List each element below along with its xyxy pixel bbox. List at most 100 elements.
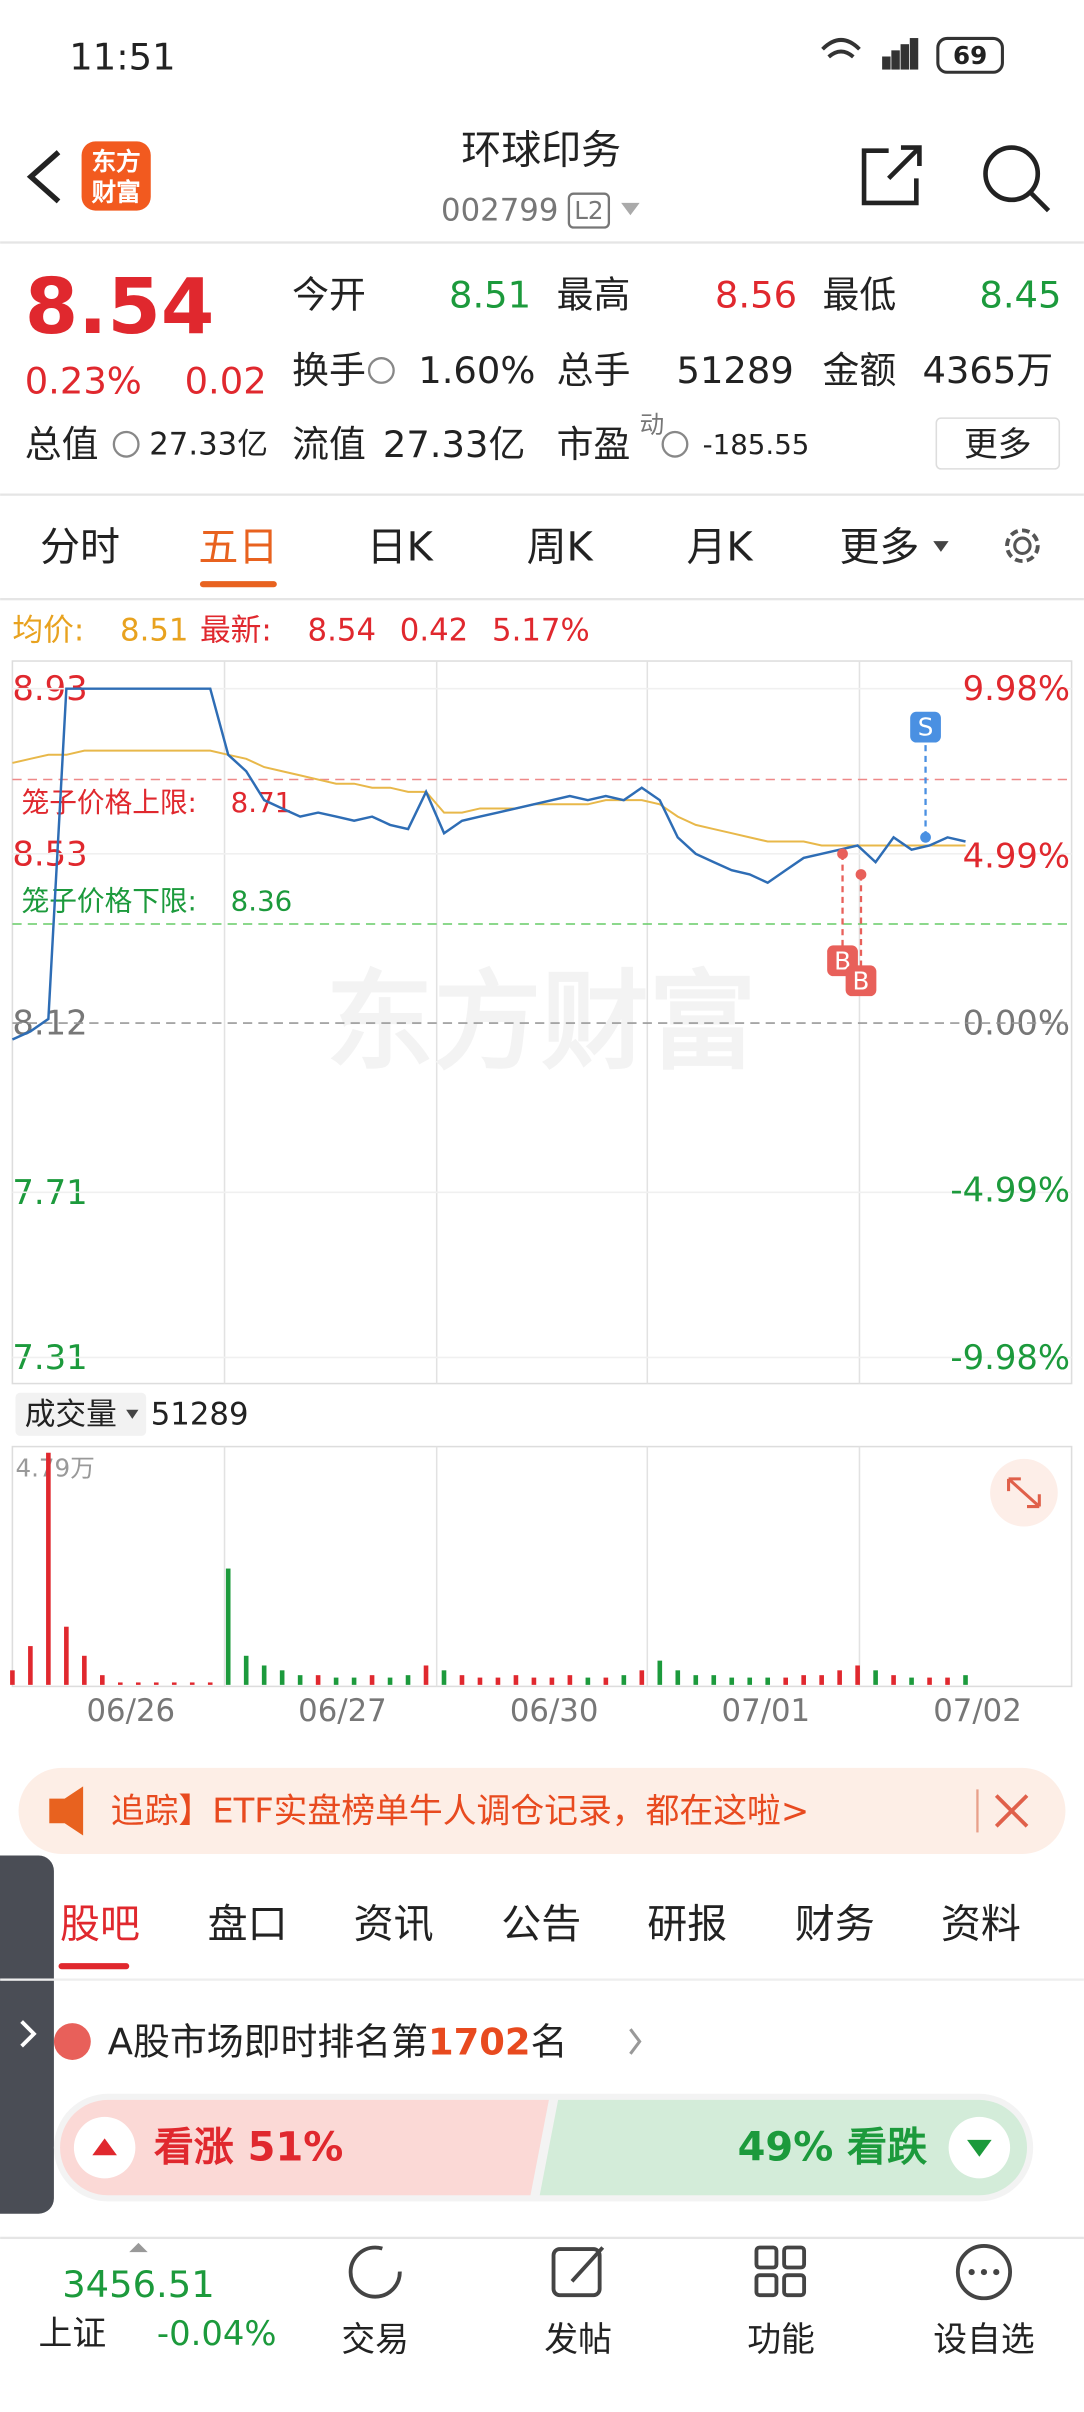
nav-label[interactable]: 交易	[341, 2320, 409, 2359]
tab[interactable]: 更多	[839, 524, 919, 570]
share-button[interactable]	[861, 145, 922, 206]
back-button[interactable]	[26, 150, 61, 204]
tab[interactable]: 五日	[198, 524, 278, 570]
banner[interactable]	[18, 1767, 1066, 1854]
volume-bar	[171, 1682, 177, 1685]
marker-label: B	[853, 966, 870, 995]
post-icon[interactable]	[551, 2247, 602, 2298]
signal-bar	[900, 44, 910, 70]
banner-close[interactable]	[994, 1794, 1029, 1828]
volume-bar	[423, 1665, 429, 1685]
volume-bar	[297, 1675, 303, 1685]
volume-bar	[441, 1670, 447, 1685]
pe-note: 动	[640, 410, 665, 439]
volume-bar	[82, 1655, 87, 1685]
volume-bar	[207, 1682, 213, 1685]
volume-bar	[117, 1682, 123, 1685]
upper-limit-value: 8.71	[231, 786, 293, 819]
settings-button[interactable]	[1005, 528, 1040, 564]
nav-label[interactable]: 功能	[747, 2320, 815, 2359]
volume-bar	[729, 1677, 735, 1685]
volume-label: 成交量	[25, 1396, 117, 1432]
volume-bar	[279, 1670, 285, 1685]
vote-up-bar[interactable]	[60, 2099, 549, 2196]
ranking-text[interactable]: A股市场即时排名第1702名	[108, 2020, 568, 2063]
volume-total: 51289	[151, 1396, 249, 1432]
level-badge: L2	[574, 196, 603, 225]
trade-marker	[855, 869, 867, 880]
banner-divider	[976, 1789, 979, 1833]
section-tab[interactable]: 盘口	[208, 1902, 288, 1948]
volume-bar	[945, 1677, 950, 1685]
volume-bar	[549, 1677, 555, 1685]
tab[interactable]: 月K	[686, 524, 754, 570]
volume-bar	[153, 1682, 159, 1685]
volume-bar	[459, 1675, 465, 1685]
tab[interactable]: 分时	[40, 524, 120, 570]
trade-icon[interactable]	[348, 2245, 402, 2299]
separator	[0, 1978, 1084, 1981]
section-tab[interactable]: 资料	[941, 1902, 1021, 1948]
func-icon-part	[782, 2273, 807, 2298]
separator	[0, 493, 1084, 496]
volume-bar	[567, 1675, 573, 1685]
marker-badge	[845, 965, 877, 997]
volume-bar	[873, 1670, 878, 1685]
volume-bar	[189, 1682, 195, 1685]
field-value: 27.33亿	[149, 426, 268, 462]
search-button[interactable]	[983, 145, 1041, 203]
change: 0.02	[185, 360, 267, 403]
more-button[interactable]	[935, 417, 1061, 470]
volume-bar	[225, 1568, 231, 1685]
field-label: 流值	[292, 423, 366, 466]
dropdown-arrow	[933, 541, 949, 552]
side-drawer[interactable]	[0, 1855, 54, 2214]
ranking-arrow[interactable]	[629, 2028, 642, 2055]
y2-tick-label: -4.99%	[950, 1171, 1070, 1210]
search-handle	[1028, 190, 1051, 213]
section-tab[interactable]: 研报	[647, 1902, 727, 1948]
watchlist-icon[interactable]	[955, 2244, 1013, 2301]
field-label: 金额	[823, 349, 897, 392]
up-triangle	[92, 2138, 117, 2156]
settings-center	[1013, 536, 1032, 555]
drawer-chevron	[20, 2020, 37, 2048]
index-change: -0.04%	[157, 2314, 277, 2353]
x-tick-label: 06/27	[298, 1693, 387, 1729]
section-tab[interactable]: 资讯	[354, 1902, 434, 1948]
lower-limit-label: 笼子价格下限:	[22, 884, 197, 917]
latest-value: 8.54	[308, 612, 376, 648]
section-tab[interactable]: 股吧	[60, 1902, 140, 1948]
field-label: 换手	[292, 349, 366, 392]
field-label: 市盈	[557, 423, 631, 466]
status-icons	[821, 36, 1004, 74]
volume-bar	[603, 1677, 609, 1685]
down-triangle	[967, 2139, 992, 2157]
price-line	[12, 749, 966, 847]
signal-bar	[891, 50, 900, 70]
banner-text[interactable]: 追踪】ETF实盘榜单牛人调仓记录，都在这啦>	[111, 1791, 809, 1830]
section-underline	[58, 1963, 130, 1970]
section-tab[interactable]: 公告	[501, 1902, 581, 1948]
field-value: 27.33亿	[383, 423, 525, 466]
volume-selector[interactable]	[15, 1392, 147, 1436]
field-value: 51289	[677, 349, 794, 392]
avg-value: 8.51	[120, 612, 188, 648]
nav-label[interactable]: 发帖	[544, 2320, 612, 2359]
field-label: 最低	[823, 274, 897, 317]
post-pen	[570, 2246, 605, 2283]
nav-label[interactable]: 设自选	[933, 2320, 1034, 2359]
tab[interactable]: 日K	[367, 524, 435, 570]
separator	[0, 2236, 1084, 2240]
volume-bar	[819, 1675, 824, 1685]
megaphone-icon	[49, 1786, 84, 1836]
func-icon[interactable]	[754, 2245, 779, 2270]
volume-bar	[801, 1675, 806, 1685]
more-label: 更多	[964, 425, 1032, 464]
tab[interactable]: 周K	[527, 524, 595, 570]
vote-down-bar[interactable]	[539, 2099, 1028, 2196]
change-pct: 0.23%	[25, 360, 142, 403]
section-tab[interactable]: 财务	[795, 1902, 875, 1948]
